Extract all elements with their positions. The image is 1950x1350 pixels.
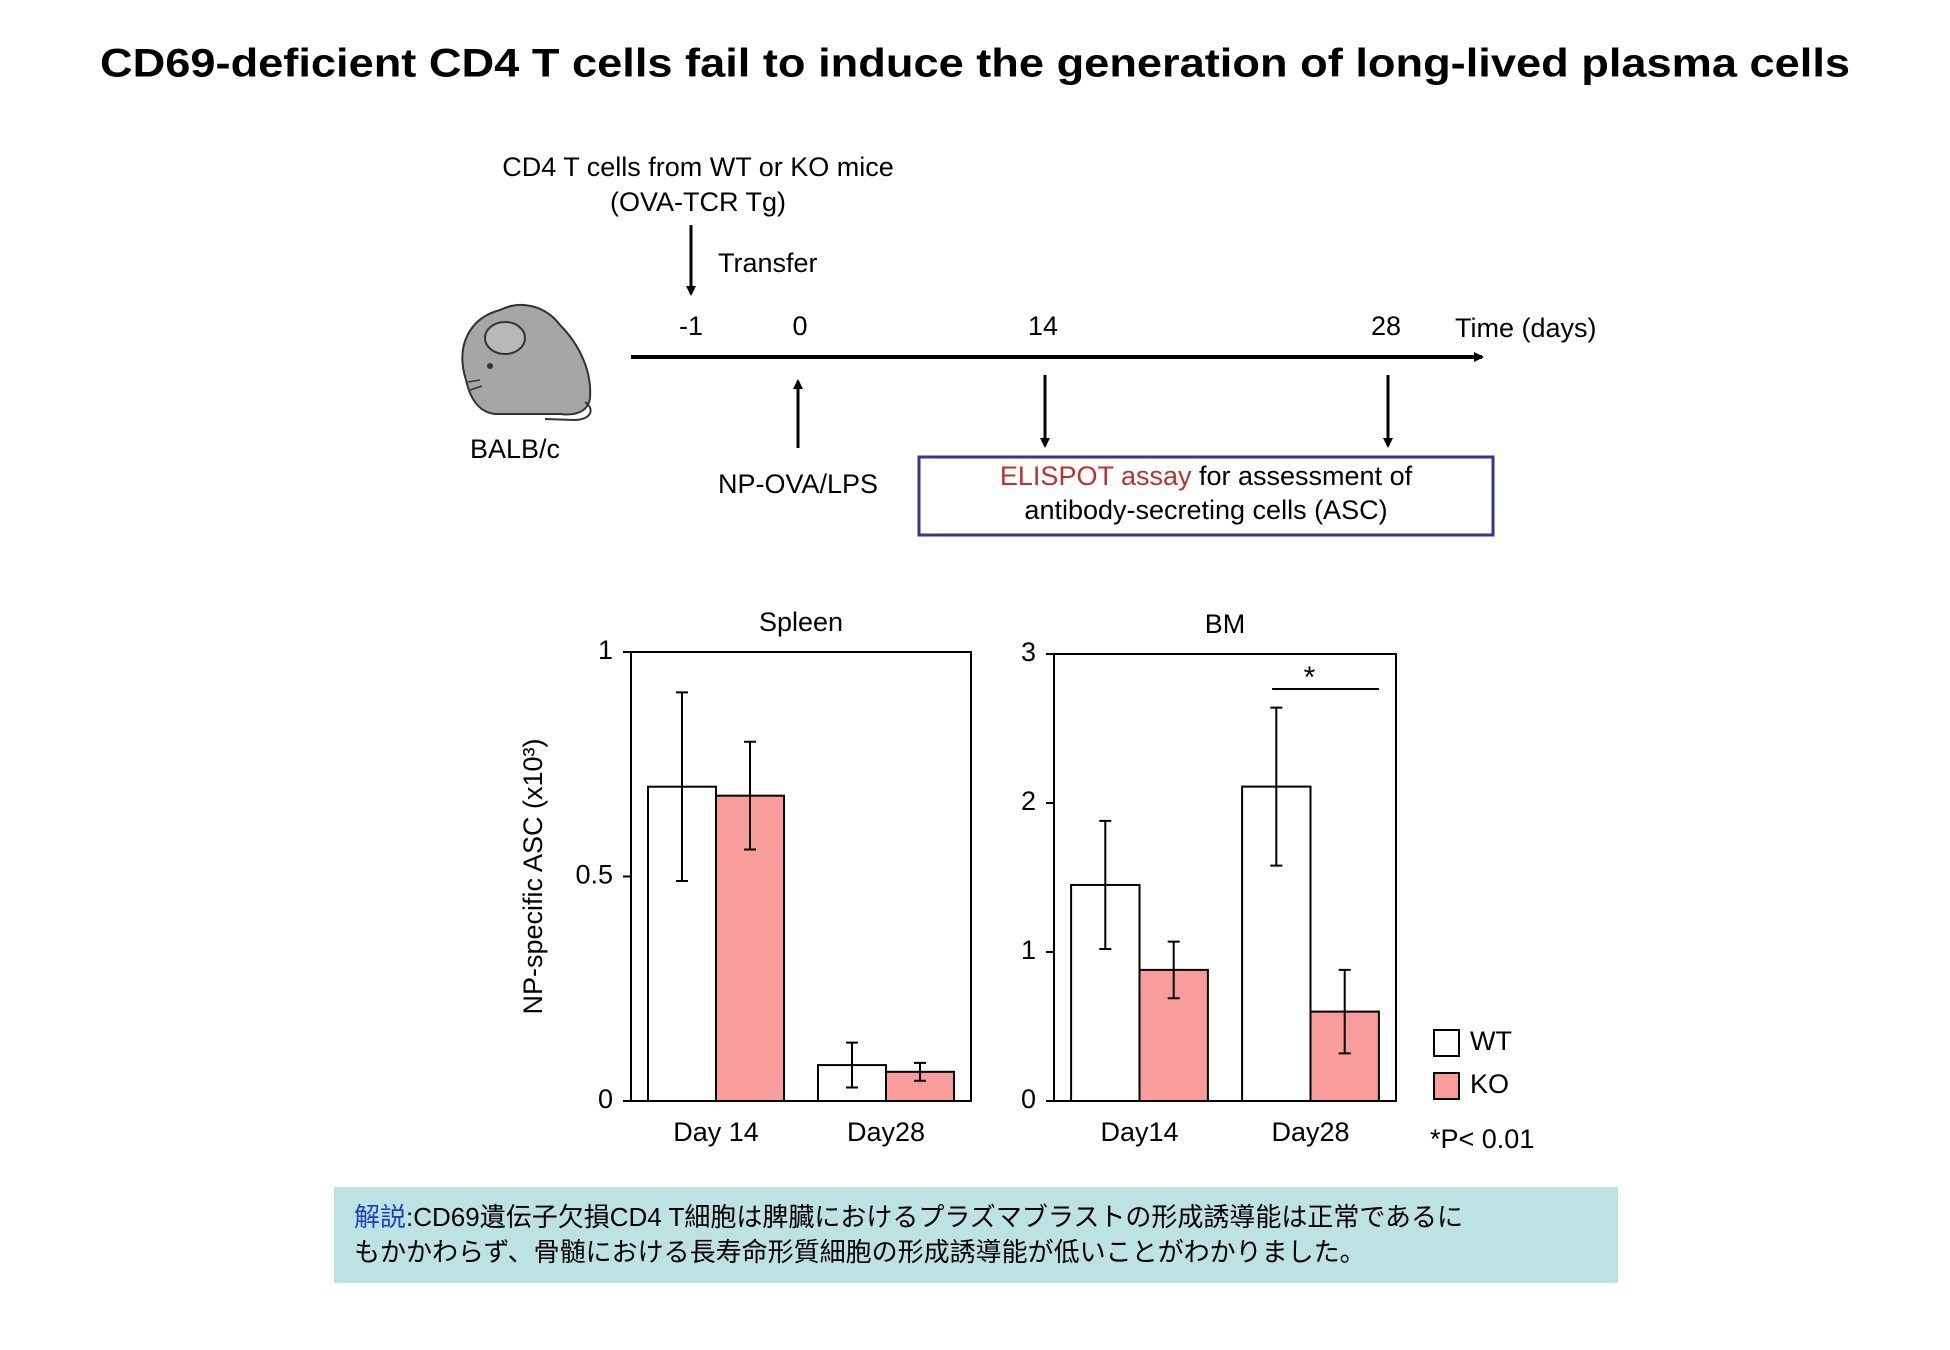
x-tick-label: Day 14 — [673, 1117, 759, 1147]
y-tick-label: 2 — [1021, 786, 1036, 816]
error-bar — [914, 1061, 926, 1082]
transfer-label: Transfer — [718, 248, 818, 278]
explanation-box — [334, 1187, 1618, 1283]
figure-title: CD69-deficient CD4 T cells fail to induc… — [100, 42, 1850, 86]
x-tick-label: Day28 — [1271, 1117, 1349, 1147]
y-tick-label: 3 — [1021, 637, 1036, 667]
y-tick-label: 1 — [1021, 935, 1036, 965]
plot-frame — [1053, 653, 1397, 1102]
significance-mark: * — [1304, 661, 1316, 694]
legend-swatch — [1433, 1029, 1460, 1057]
explanation-line: 解説:CD69遺伝子欠損CD4 T細胞は脾臓におけるプラズマブラストの形成誘導能… — [354, 1202, 1463, 1232]
assay-box — [917, 455, 1495, 537]
error-bar — [1167, 940, 1180, 1000]
mouse-icon — [461, 304, 592, 422]
x-tick-label: Day28 — [847, 1117, 925, 1147]
timeline-diagram: CD4 T cells from WT or KO mice (OVA-TCR … — [461, 152, 1597, 537]
legend-label: KO — [1470, 1069, 1509, 1099]
assay-label-line2: antibody-secreting cells (ASC) — [1024, 495, 1387, 525]
timepoint: -1 — [679, 311, 703, 341]
y-tick-label: 0 — [598, 1084, 613, 1114]
panel-title: Spleen — [759, 607, 843, 637]
p-value-note: *P< 0.01 — [1430, 1124, 1534, 1154]
donor-sub-label: (OVA-TCR Tg) — [610, 187, 786, 217]
error-bar — [846, 1041, 858, 1089]
error-bar — [1270, 706, 1283, 867]
y-tick-label: 1 — [598, 635, 613, 665]
panel-title: BM — [1205, 609, 1246, 639]
x-tick-label: Day14 — [1100, 1117, 1178, 1147]
y-axis-label: NP-specific ASC (x10³) — [518, 738, 548, 1014]
timepoint: 0 — [792, 311, 807, 341]
explanation-text: :CD69遺伝子欠損CD4 T細胞は脾臓におけるプラズマブラストの形成誘導能は正… — [406, 1202, 1463, 1232]
donor-label: CD4 T cells from WT or KO mice — [502, 152, 894, 182]
legend-swatch — [1433, 1072, 1460, 1100]
assay-label: ELISPOT assay for assessment of — [1000, 461, 1413, 491]
timepoint: 14 — [1028, 311, 1058, 341]
charts: Spleen 0 0.5 1 Day 14 Day28 NP-specific ASC (x… — [518, 607, 1534, 1154]
mouse-label: BALB/c — [470, 434, 560, 464]
error-bar — [1099, 819, 1112, 951]
assay-rest: for assessment of — [1192, 461, 1413, 491]
immunization-label: NP-OVA/LPS — [718, 469, 878, 499]
y-tick-label: 0 — [1021, 1084, 1036, 1114]
explanation-label: 解説 — [354, 1202, 406, 1232]
explanation-line: もかかわらず、骨髄における長寿命形質細胞の形成誘導能が低いことがわかりました。 — [354, 1237, 1366, 1267]
error-bar — [676, 691, 688, 882]
error-bar — [744, 740, 756, 851]
time-axis-label: Time (days) — [1455, 313, 1597, 343]
error-bar — [1338, 968, 1351, 1055]
assay-highlight: ELISPOT assay — [1000, 461, 1192, 491]
legend-label: WT — [1470, 1026, 1512, 1056]
plot-frame — [630, 651, 972, 1102]
timepoint: 28 — [1371, 311, 1401, 341]
y-tick-label: 0.5 — [575, 860, 613, 890]
